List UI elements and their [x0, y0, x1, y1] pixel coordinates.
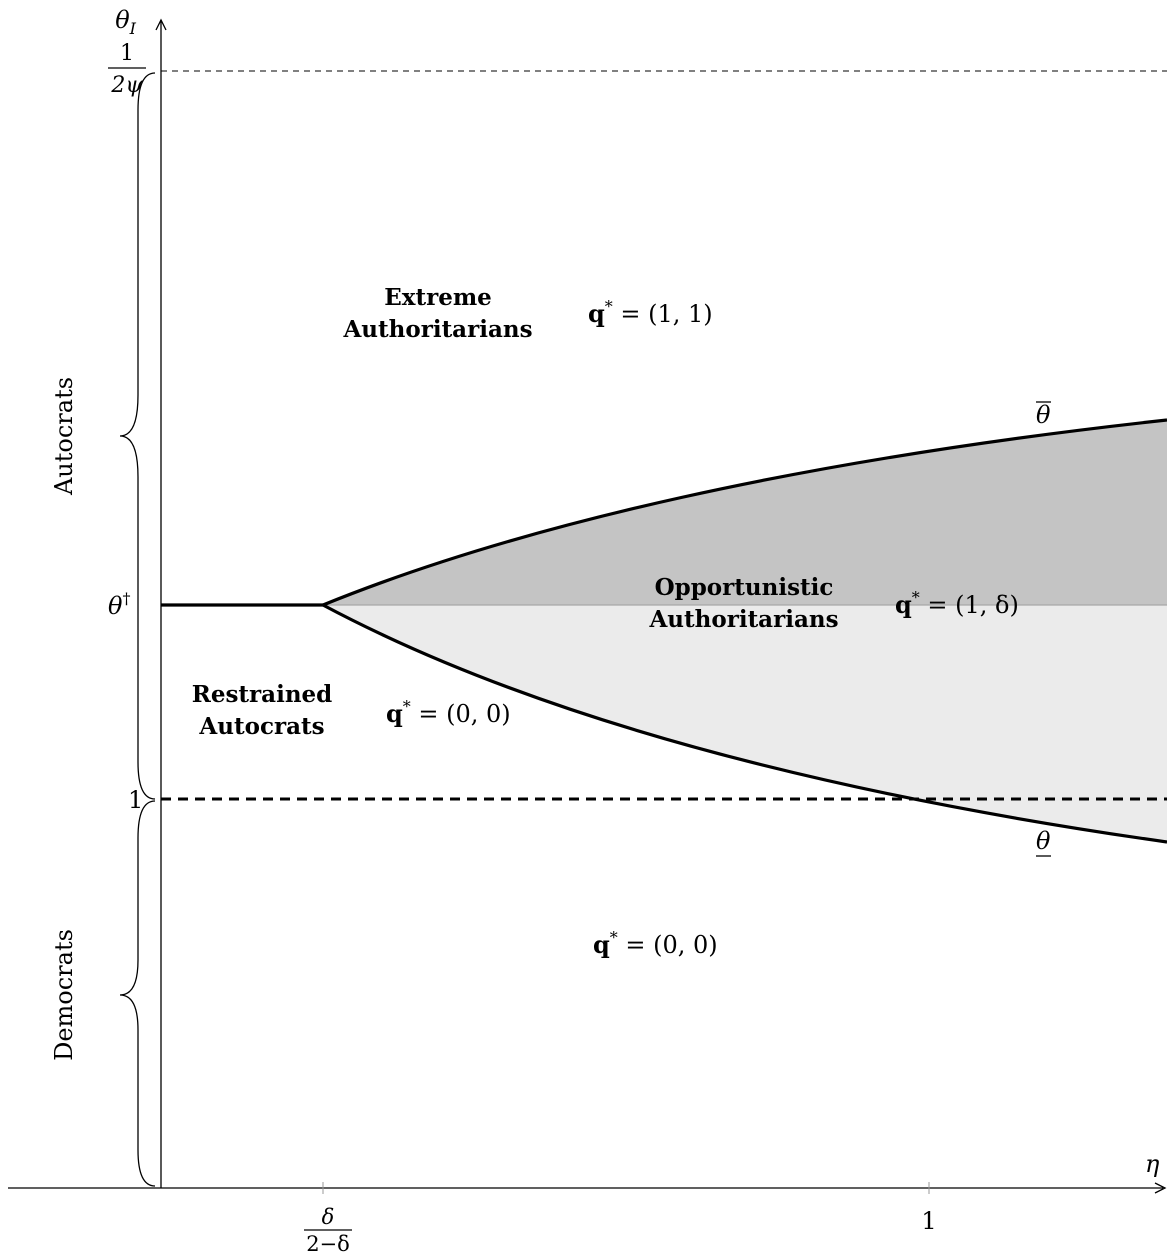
democrats-brace	[119, 800, 156, 1187]
y-axis-label-subscript: I	[129, 19, 137, 38]
restrained-autocrats-title-line2: Autocrats	[198, 713, 324, 740]
extreme-q-star: q* = (1, 1)	[588, 297, 713, 328]
opportunistic-upper-region	[323, 420, 1167, 605]
theta-lower-bar-label: θ	[1036, 827, 1051, 855]
y-tick-one: 1	[128, 786, 143, 814]
extreme-authoritarians-title-line2: Authoritarians	[342, 316, 532, 343]
theta-lower-bar-curve	[322, 603, 1167, 844]
x-axis-label: η	[1145, 1150, 1160, 1178]
opportunistic-lower-region	[323, 605, 1167, 842]
dagger-superscript: †	[122, 589, 130, 608]
opportunistic-authoritarians-title-line2: Authoritarians	[648, 606, 838, 633]
restrained-q-star: q* = (0, 0)	[386, 697, 511, 728]
restrained-autocrats-title-line1: Restrained	[192, 681, 333, 708]
x-tick-one-label: 1	[921, 1207, 936, 1235]
autocrats-brace	[119, 72, 156, 800]
x-axis-arrow	[1154, 1182, 1167, 1194]
y-axis-label: θI	[115, 6, 136, 38]
theta-upper-bar-label: θ	[1036, 401, 1051, 429]
opportunistic-authoritarians-title-line1: Opportunistic	[655, 574, 834, 601]
opportunistic-q-star: q* = (1, δ)	[895, 588, 1019, 619]
y-tick-theta-dagger: θ†	[108, 589, 130, 620]
democrats-q-star: q* = (0, 0)	[593, 928, 718, 959]
democrats-label: Democrats	[50, 929, 78, 1061]
y-tick-top-numerator: 1	[120, 41, 134, 66]
extreme-authoritarians-title-line1: Extreme	[384, 284, 492, 311]
y-tick-top-denominator: 2ψ	[110, 73, 143, 98]
x-tick-delta-numerator: δ	[322, 1205, 335, 1229]
y-axis-arrow	[155, 18, 167, 31]
x-tick-delta-denominator: 2−δ	[306, 1232, 350, 1256]
theta-upper-bar-curve	[322, 418, 1167, 607]
autocrats-label: Autocrats	[50, 377, 78, 496]
